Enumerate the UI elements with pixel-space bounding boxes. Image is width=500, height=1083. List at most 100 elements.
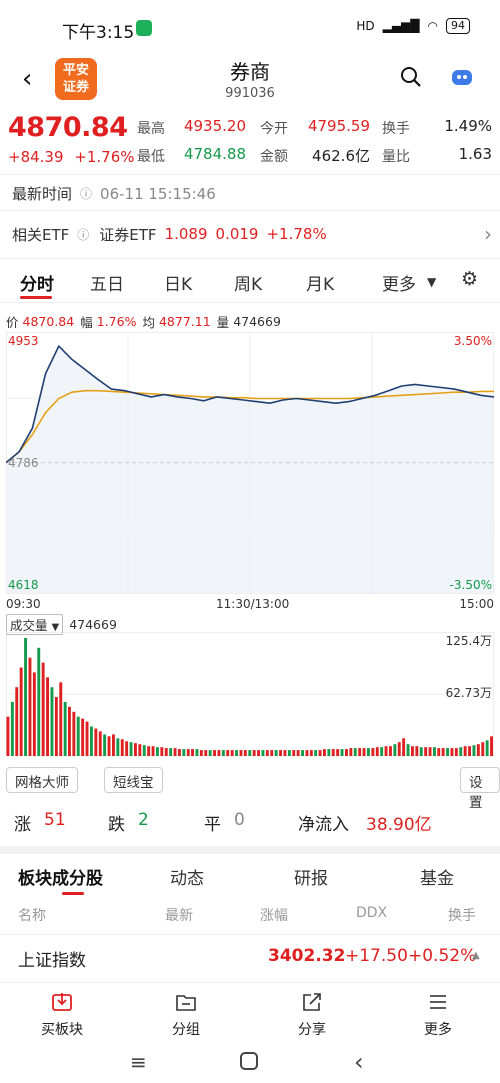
active-tab-indicator xyxy=(20,296,52,299)
volume-bar xyxy=(481,742,485,756)
tab-funds[interactable]: 基金 xyxy=(420,869,454,889)
volume-bar xyxy=(230,750,234,756)
volume-bar xyxy=(28,657,32,756)
volume-bar xyxy=(120,739,124,756)
divider xyxy=(0,302,500,303)
up-label: 涨 xyxy=(14,815,31,835)
menu-icon[interactable]: ≡ xyxy=(130,1050,147,1074)
index-row[interactable]: 上证指数 3402.32 +17.50 +0.52% ▲ xyxy=(0,940,500,976)
volume-bar xyxy=(243,750,247,756)
divider xyxy=(0,210,500,211)
grid-master-button[interactable]: 网格大师 xyxy=(6,767,78,793)
tab-weekly-k[interactable]: 周K xyxy=(234,275,263,295)
tab-news[interactable]: 动态 xyxy=(170,869,204,889)
volume-bar xyxy=(362,748,366,756)
nav-group[interactable]: 分组 xyxy=(146,991,226,1039)
volume-bar xyxy=(428,747,432,756)
dropdown-icon[interactable]: ▼ xyxy=(427,275,437,289)
col-turnover[interactable]: 换手 xyxy=(448,908,476,924)
gear-icon[interactable]: ⚙ xyxy=(461,268,479,290)
active-tab-indicator xyxy=(62,892,84,895)
etf-change-percent: +1.78% xyxy=(266,225,327,243)
tab-five-day[interactable]: 五日 xyxy=(90,275,124,295)
list-icon xyxy=(430,995,446,1009)
volume-bar xyxy=(270,750,274,756)
col-change[interactable]: 涨幅 xyxy=(260,908,288,924)
home-icon[interactable] xyxy=(240,1052,258,1070)
col-ddx[interactable]: DDX xyxy=(356,905,388,921)
volume-bar xyxy=(221,750,225,756)
app-notification-icon xyxy=(136,20,152,36)
etf-label: 相关ETF xyxy=(12,225,70,244)
tab-constituents[interactable]: 板块成分股 xyxy=(18,869,103,889)
tab-research[interactable]: 研报 xyxy=(294,869,328,889)
volume-bar xyxy=(169,748,173,756)
back-nav-icon[interactable]: ‹ xyxy=(354,1048,364,1076)
col-latest[interactable]: 最新 xyxy=(165,908,193,924)
volume-bar xyxy=(24,638,27,756)
volume-bar xyxy=(292,750,296,756)
volume-bar xyxy=(296,750,300,756)
volume-bar xyxy=(305,750,309,756)
index-change-percent: +0.52% xyxy=(408,946,477,966)
volume-bar xyxy=(239,750,243,756)
down-count: 2 xyxy=(138,810,149,830)
col-name[interactable]: 名称 xyxy=(18,908,46,924)
volume-bar xyxy=(402,738,406,756)
volume-indicator-select[interactable]: 成交量 ▼ xyxy=(6,614,64,635)
intraday-chart-svg xyxy=(5,331,495,595)
volume-bar xyxy=(226,750,230,756)
tab-more[interactable]: 更多 xyxy=(382,275,416,295)
volume-bar xyxy=(76,716,80,756)
volume-bar xyxy=(411,746,414,756)
volume-bar xyxy=(261,750,265,756)
price-label: 价 xyxy=(6,315,19,330)
folder-icon xyxy=(176,995,196,1011)
volume-bar xyxy=(287,750,291,756)
flat-label: 平 xyxy=(204,815,221,835)
nav-more[interactable]: 更多 xyxy=(398,991,478,1039)
volume-bar xyxy=(358,748,362,756)
volume-bar xyxy=(6,716,10,756)
tab-intraday[interactable]: 分时 xyxy=(20,275,54,295)
volume-bar xyxy=(195,749,199,756)
volume-bar xyxy=(468,746,471,756)
column-header: 名称 最新 涨幅 DDX 换手 xyxy=(0,905,500,931)
volume-bar xyxy=(103,734,107,756)
nav-share[interactable]: 分享 xyxy=(272,991,352,1039)
volume-bar xyxy=(213,750,216,756)
status-time: 下午3:15 xyxy=(62,23,135,43)
price-change: +84.39 +1.76% xyxy=(8,148,135,166)
short-line-button[interactable]: 短线宝 xyxy=(104,767,163,793)
related-etf-row[interactable]: 相关ETF ⓘ 证券ETF 1.089 0.019 +1.78% › xyxy=(12,222,492,246)
search-icon[interactable] xyxy=(400,66,422,88)
pct-top-label: 3.50% xyxy=(453,334,492,348)
download-box-icon xyxy=(52,993,72,1011)
intraday-chart[interactable]: 4953 3.50% 4786 4618 -3.50% xyxy=(5,331,495,595)
volume-bar xyxy=(107,736,111,756)
nav-label: 更多 xyxy=(424,1022,452,1038)
volume-bar xyxy=(353,748,357,756)
system-nav: ≡ ‹ xyxy=(0,1048,500,1083)
dropdown-icon: ▼ xyxy=(51,622,60,633)
volume-header: 成交量 ▼ 474669 xyxy=(6,614,117,635)
settings-button[interactable]: 设置 xyxy=(460,767,500,811)
info-icon[interactable]: ⓘ xyxy=(77,227,90,242)
assistant-robot-icon[interactable] xyxy=(450,66,474,88)
volume-bar xyxy=(380,747,384,756)
volume-bar xyxy=(331,749,335,756)
volume-bar xyxy=(472,745,476,756)
chevron-right-icon[interactable]: › xyxy=(484,222,492,246)
tab-daily-k[interactable]: 日K xyxy=(164,275,193,295)
volume-bar xyxy=(19,667,23,756)
volume-bar xyxy=(367,748,370,756)
header: ‹ 平安 证券 券商 991036 xyxy=(0,52,500,108)
volume-bar xyxy=(94,728,98,756)
nav-buy-sector[interactable]: 买板块 xyxy=(22,991,102,1039)
volume-bar xyxy=(199,750,203,756)
status-bar: 下午3:15 HD ▂▄▆█ ◠ 94 xyxy=(0,0,500,58)
tab-monthly-k[interactable]: 月K xyxy=(306,275,335,295)
info-icon[interactable]: ⓘ xyxy=(80,187,93,201)
volume-bar xyxy=(437,748,441,756)
back-button[interactable]: ‹ xyxy=(22,64,33,94)
